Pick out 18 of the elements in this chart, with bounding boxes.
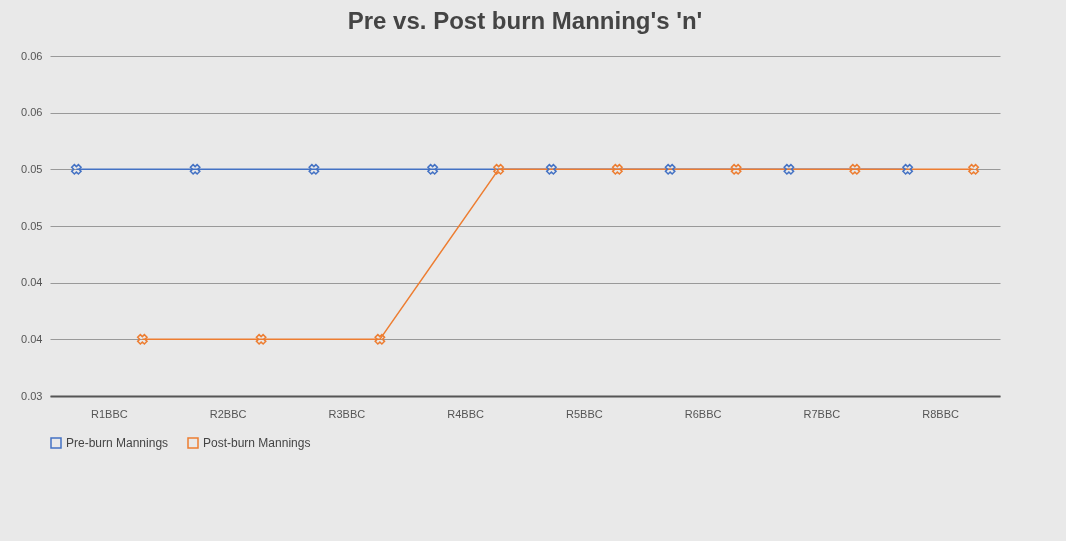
y-tick-label: 0.05 — [21, 219, 43, 232]
x-tick-label: R1BBC — [91, 407, 128, 420]
x-tick-label: R2BBC — [209, 407, 247, 420]
x-tick-label: R3BBC — [328, 407, 366, 420]
y-tick-label: 0.06 — [21, 106, 43, 119]
legend-label: Post-burn Mannings — [203, 436, 311, 450]
x-tick-label: R7BBC — [803, 407, 841, 420]
x-tick-label: R8BBC — [922, 407, 960, 420]
y-tick-label: 0.06 — [21, 49, 43, 62]
x-tick-label: R4BBC — [447, 407, 485, 420]
chart-title: Pre vs. Post burn Manning's 'n' — [347, 7, 703, 34]
y-tick-label: 0.03 — [21, 389, 43, 402]
x-tick-label: R5BBC — [566, 407, 603, 420]
x-tick-label: R6BBC — [684, 407, 722, 420]
y-tick-label: 0.05 — [21, 162, 43, 175]
y-tick-label: 0.04 — [21, 276, 43, 289]
legend-label: Pre-burn Mannings — [66, 436, 169, 450]
y-tick-label: 0.04 — [21, 332, 43, 345]
